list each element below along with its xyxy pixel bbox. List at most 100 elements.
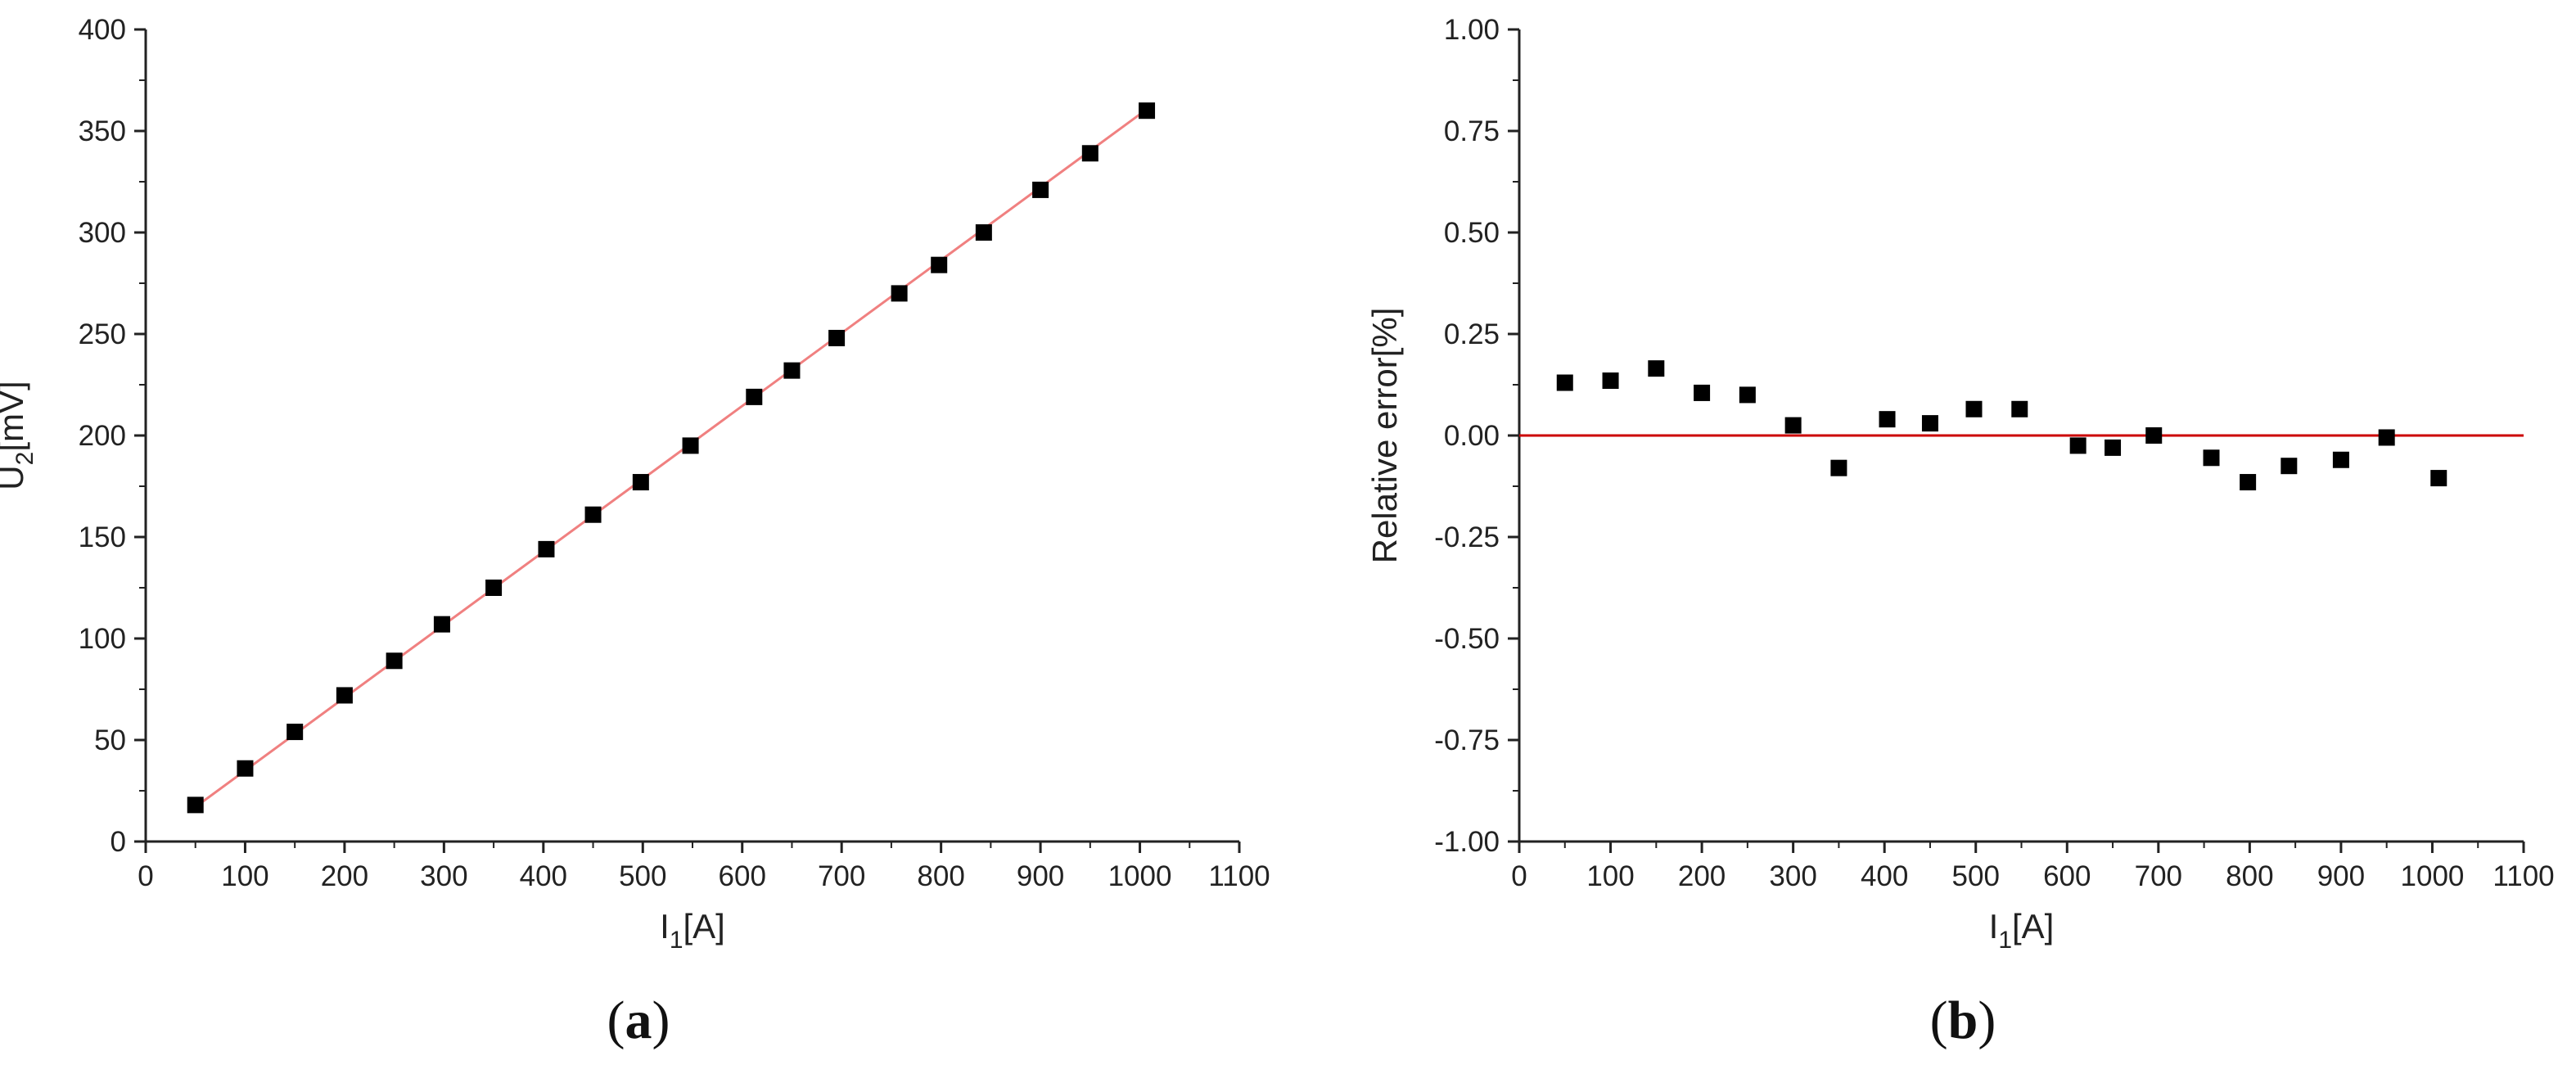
data-point xyxy=(2378,429,2395,446)
y-axis-label-unit: [mV] xyxy=(0,381,30,451)
y-tick-label: 0.75 xyxy=(1444,115,1500,147)
data-point xyxy=(1921,415,1938,432)
data-point xyxy=(386,652,403,670)
x-tick-label: 100 xyxy=(1586,860,1634,892)
data-point xyxy=(485,580,503,596)
y-axis-label: Relative error[%] xyxy=(1365,308,1404,564)
panel-label-b: (b) xyxy=(1930,991,1996,1050)
data-point xyxy=(286,724,304,741)
x-tick-label: 300 xyxy=(420,860,467,892)
x-axis-label-unit: [A] xyxy=(683,907,725,945)
y-tick-label: 250 xyxy=(79,318,126,350)
data-point xyxy=(828,329,846,346)
data-point xyxy=(433,616,450,633)
data-point xyxy=(2069,437,2087,454)
y-tick-label: 350 xyxy=(79,115,126,147)
data-point xyxy=(746,388,763,405)
data-point xyxy=(891,285,908,302)
chart-panel-b: 0 100 200 300 400 500 600 700 800 900 1000 1100 -1.0… xyxy=(1365,14,2555,954)
panel-label-b-open: ( xyxy=(1930,991,1948,1050)
y-axis-label-sub: 2 xyxy=(11,452,38,466)
chart-panel-a: 0 100 200 300 400 500 600 700 800 900 1000 11000501… xyxy=(0,14,1270,954)
x-axis-label: I1[A] xyxy=(660,907,725,954)
panel-label-a: (a) xyxy=(607,991,670,1050)
data-point xyxy=(1784,417,1802,434)
data-point xyxy=(1032,181,1049,198)
x-tick-label: 1100 xyxy=(1208,860,1270,892)
x-tick-label: 900 xyxy=(2317,860,2365,892)
data-point xyxy=(1648,360,1665,377)
data-point xyxy=(1739,386,1756,404)
y-tick-label: 50 xyxy=(94,724,126,756)
y-tick-label: 0.00 xyxy=(1444,420,1500,452)
x-axis-label-sub: 1 xyxy=(1998,927,2012,954)
y-tick-label: 300 xyxy=(79,217,126,249)
data-point xyxy=(237,760,254,777)
x-tick-label: 1000 xyxy=(2401,860,2465,892)
data-point xyxy=(187,796,204,814)
x-tick-label: 0 xyxy=(1511,860,1527,892)
data-point xyxy=(584,506,602,523)
data-point xyxy=(1081,145,1099,162)
data-point xyxy=(2203,449,2220,467)
panel-label-a-close: ) xyxy=(652,991,670,1050)
data-point xyxy=(682,437,699,454)
panel-label-b-close: ) xyxy=(1978,991,1996,1050)
x-tick-label: 900 xyxy=(1017,860,1064,892)
data-point xyxy=(2332,451,2349,468)
y-tick-label: -0.25 xyxy=(1434,521,1500,553)
y-tick-label: -1.00 xyxy=(1434,826,1500,858)
y-tick-label: 0 xyxy=(111,826,126,858)
x-axis-label-unit: [A] xyxy=(2012,907,2054,945)
y-tick-label: 200 xyxy=(79,420,126,452)
y-tick-label: -0.50 xyxy=(1434,623,1500,655)
x-tick-label: 600 xyxy=(719,860,766,892)
data-point xyxy=(1879,411,1896,428)
data-point xyxy=(2240,474,2257,491)
y-tick-label: 1.00 xyxy=(1444,14,1500,46)
x-tick-label: 500 xyxy=(619,860,666,892)
data-point xyxy=(2011,400,2028,417)
data-point xyxy=(2145,427,2163,444)
data-point xyxy=(538,540,555,557)
y-tick-label: 150 xyxy=(79,521,126,553)
data-point xyxy=(2105,439,2122,456)
y-tick-label: 400 xyxy=(79,14,126,46)
x-axis-label-sub: 1 xyxy=(670,927,683,954)
x-tick-label: 400 xyxy=(520,860,567,892)
data-point xyxy=(1965,400,1983,417)
x-axis-label: I1[A] xyxy=(1989,907,2055,954)
x-tick-label: 1000 xyxy=(1108,860,1172,892)
data-point xyxy=(1602,372,1619,390)
x-tick-label: 800 xyxy=(917,860,964,892)
data-point xyxy=(336,687,353,704)
data-point xyxy=(2281,458,2298,475)
x-tick-label: 300 xyxy=(1769,860,1816,892)
y-axis-label-main: U xyxy=(0,465,30,490)
y-tick-label: 0.25 xyxy=(1444,318,1500,350)
data-point xyxy=(1556,374,1573,391)
x-tick-label: 500 xyxy=(1952,860,2000,892)
x-tick-label: 700 xyxy=(818,860,865,892)
x-tick-label: 700 xyxy=(2135,860,2182,892)
y-axis-label: U2[mV] xyxy=(0,381,38,490)
y-axis-label-text: Relative error[%] xyxy=(1365,308,1404,564)
x-axis-label-main: I xyxy=(1989,907,1999,945)
data-point xyxy=(975,224,992,241)
data-point xyxy=(1830,459,1847,476)
panel-label-b-letter: b xyxy=(1948,991,1978,1050)
panel-label-a-letter: a xyxy=(625,991,652,1050)
y-tick-label: 100 xyxy=(79,623,126,655)
x-axis-label-main: I xyxy=(660,907,670,945)
data-point xyxy=(783,362,801,379)
data-point xyxy=(632,474,649,491)
x-tick-label: 200 xyxy=(321,860,368,892)
data-point xyxy=(1139,102,1156,120)
x-tick-label: 400 xyxy=(1861,860,1908,892)
x-tick-label: 800 xyxy=(2226,860,2273,892)
data-point xyxy=(2430,470,2447,487)
x-tick-label: 200 xyxy=(1678,860,1726,892)
y-tick-label: 0.50 xyxy=(1444,217,1500,249)
data-point xyxy=(1694,384,1711,401)
